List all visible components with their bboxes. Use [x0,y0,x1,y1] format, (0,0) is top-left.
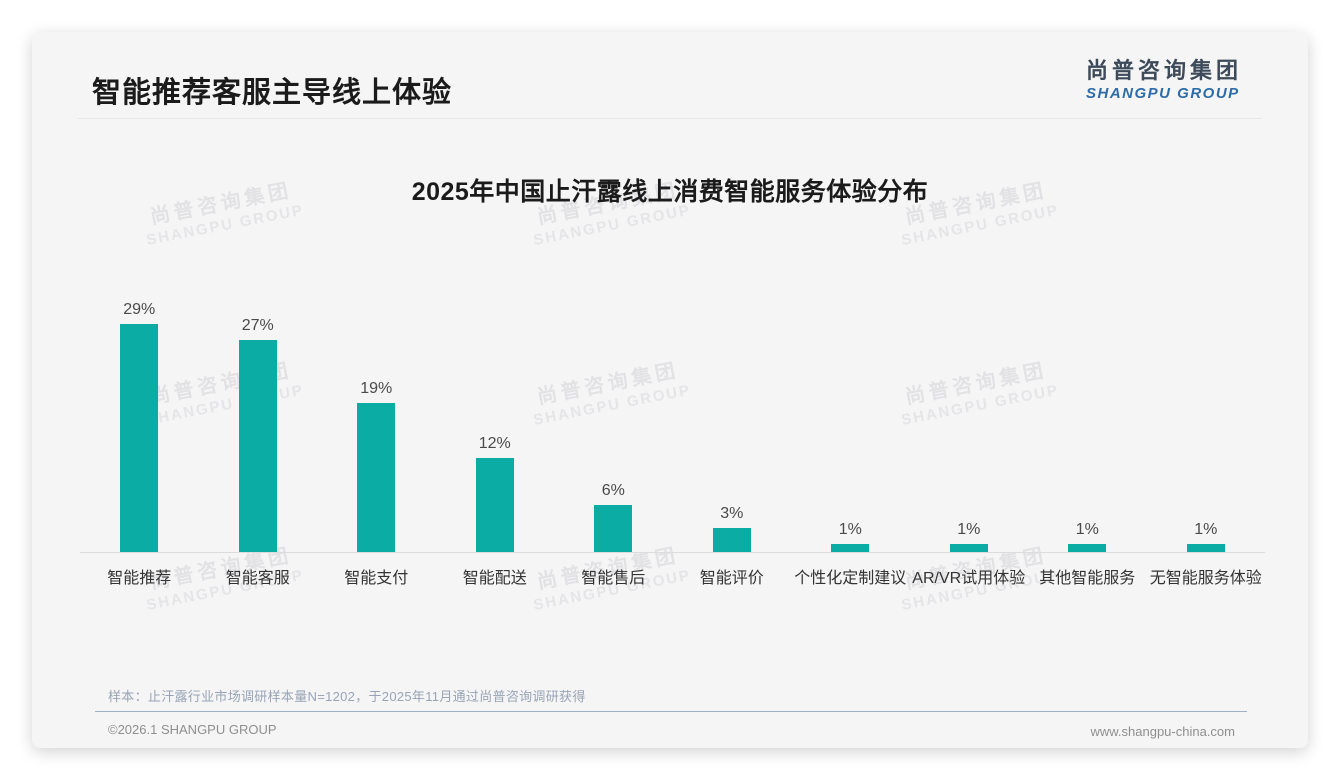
bar-value-label: 1% [957,521,981,538]
bar [357,403,396,552]
logo-chinese-text: 尚普咨询集团 [1085,58,1242,83]
bar-value-label: 3% [720,505,744,522]
bar-value-label: 27% [241,317,274,334]
category-label: 智能支付 [344,570,409,587]
chart-title: 2025年中国止汗露线上消费智能服务体验分布 [411,178,929,206]
x-axis-category-labels: 智能推荐 智能客服 智能支付 智能配送 智能售后 智能评价 个性化定制建议 AR/VR试用体验… [80,569,1265,588]
bar-column: 6% [554,483,673,552]
category-label: 智能推荐 [107,570,172,587]
bar-column: 29% [80,302,199,552]
company-logo: 尚普咨询集团 SHANGPU GROUP [1085,58,1242,102]
category-label: 智能客服 [225,570,290,587]
bar-value-label: 29% [123,301,156,318]
bar-column: 19% [317,381,436,552]
bar-value-label: 1% [838,521,862,538]
bar-column: 3% [673,506,792,552]
bar-column: 12% [436,436,555,552]
bar [712,528,751,552]
bar [1068,544,1107,552]
category-label: AR/VR试用体验 [912,570,1026,587]
category-label: 其他智能服务 [1039,570,1136,587]
category-label: 智能售后 [581,570,646,587]
logo-english-text: SHANGPU GROUP [1085,85,1240,102]
bar [949,544,988,552]
bar-column: 1% [1028,522,1147,552]
bar-chart-plot-area: 29% 27% 19% 12% 6% 3% 1% 1% 1% 1% [80,302,1266,552]
footer-divider [95,711,1247,712]
bar [594,505,633,552]
header-divider [78,118,1262,119]
bar [238,340,277,552]
bar-column: 1% [910,522,1029,552]
copyright-text: ©2026.1 SHANGPU GROUP [108,722,277,737]
sample-note: 样本：止汗露行业市场调研样本量N=1202，于2025年11月通过尚普咨询调研获… [108,689,586,704]
bar-value-label: 1% [1075,521,1099,538]
bar-value-label: 6% [601,482,625,499]
bar-column: 1% [791,522,910,552]
bar-value-label: 19% [360,380,393,397]
slide-card: 尚普咨询集团 SHANGPU GROUP 尚普咨询集团 SHANGPU GROUP 尚普… [32,32,1308,748]
category-label: 智能评价 [699,570,764,587]
page-title: 智能推荐客服主导线上体验 [92,77,453,109]
bar [120,324,159,552]
category-label: 个性化定制建议 [794,570,907,587]
bar-column: 27% [199,318,318,552]
website-url: www.shangpu-china.com [1090,724,1235,739]
category-label: 智能配送 [462,570,527,587]
bar [831,544,870,552]
bar-value-label: 12% [478,435,511,452]
bar [475,458,514,552]
category-label: 无智能服务体验 [1149,570,1262,587]
bar [1186,544,1225,552]
x-axis-line [80,552,1265,553]
bar-value-label: 1% [1194,521,1218,538]
bar-column: 1% [1147,522,1266,552]
